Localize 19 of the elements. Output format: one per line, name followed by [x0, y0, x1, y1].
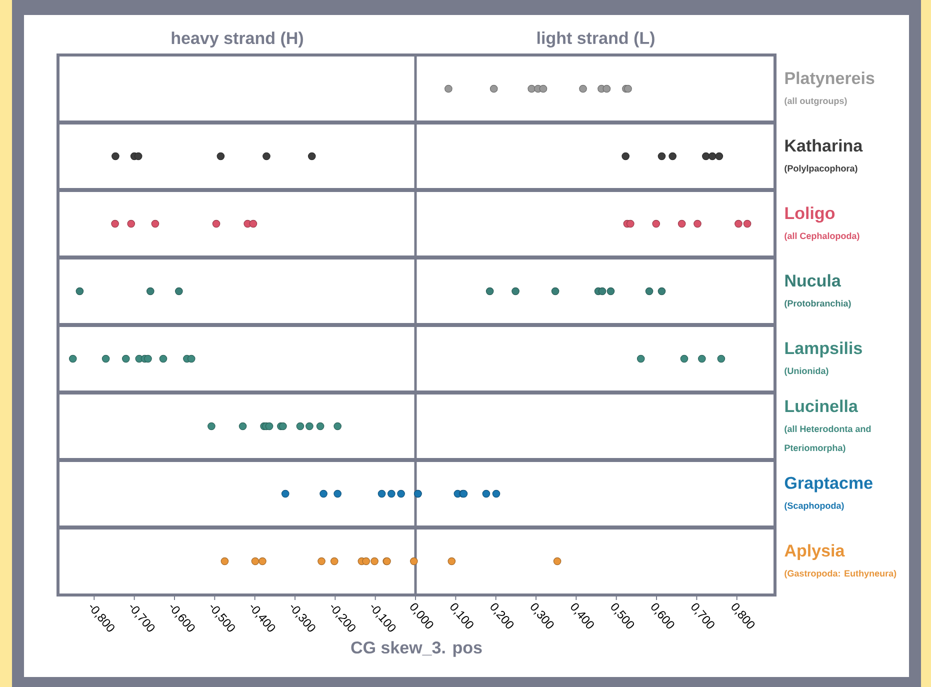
y-tick-label: Lampsilis	[785, 342, 862, 358]
text: light strand (L)	[537, 32, 654, 48]
x-axis-title: CG skew_3. pos	[351, 641, 482, 657]
y-tick-label: Nucula	[785, 274, 842, 287]
text: (all Heterodonta and Pteriomorpha)	[784, 425, 871, 453]
y-tick-label: Graptacme	[784, 476, 872, 492]
text: (all Cephalopoda)	[784, 232, 860, 241]
y-tick-label: Lucinella	[785, 400, 858, 412]
text: (Scaphopoda)	[784, 502, 844, 511]
y-tick-label: Katharina	[785, 139, 863, 152]
text: heavy strand (H)	[172, 32, 303, 48]
y-tick-label: Loligo	[785, 206, 835, 223]
text: (Polylpacophora)	[784, 164, 858, 174]
text: (all outgroups)	[784, 97, 847, 106]
text: (Protobranchia)	[784, 300, 851, 308]
text: (Unionida)	[784, 367, 828, 376]
text: (Gastropoda: Euthyneura)	[784, 570, 896, 578]
y-tick-label: Aplysia	[784, 544, 845, 560]
y-tick-label: Platynereis	[785, 72, 874, 88]
